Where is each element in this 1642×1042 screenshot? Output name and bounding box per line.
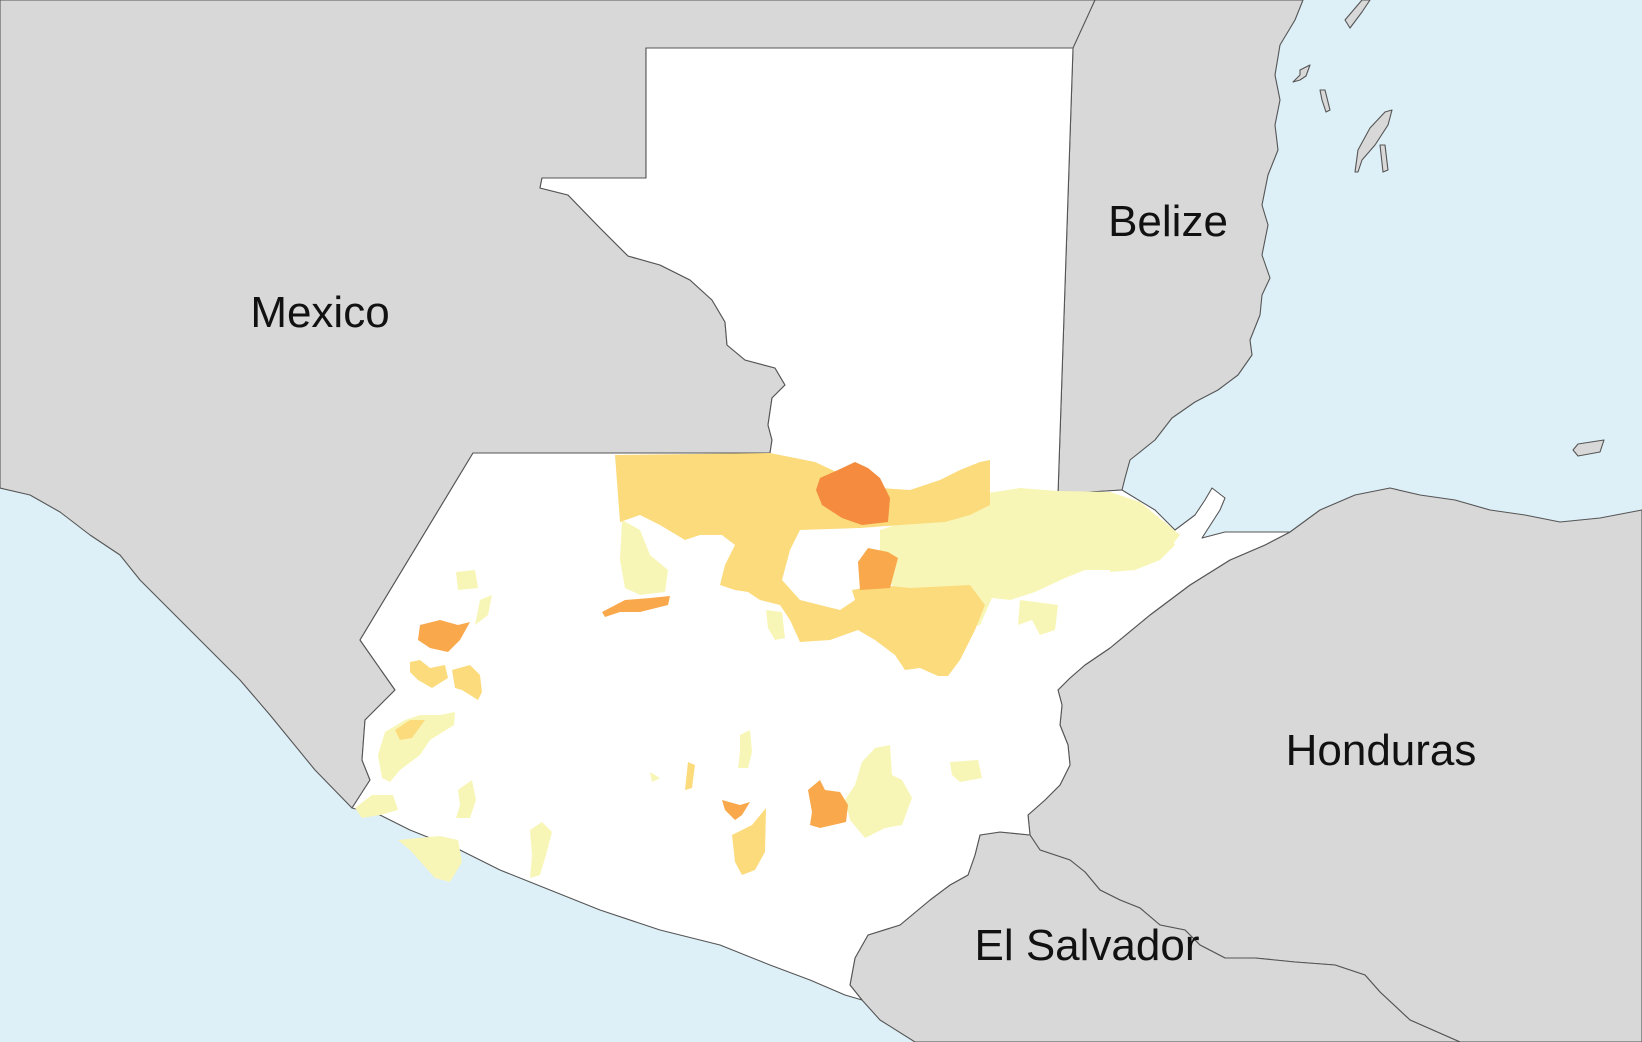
municipality-strong <box>858 548 898 590</box>
municipality-strongest <box>816 462 890 525</box>
municipality-light <box>1018 600 1058 635</box>
municipality-light <box>530 822 552 878</box>
municipality-strong <box>602 596 670 617</box>
municipality-medium <box>410 660 448 688</box>
municipality-medium <box>685 762 695 790</box>
island <box>1292 64 1311 83</box>
country-label-honduras: Honduras <box>1286 726 1477 775</box>
belize-land <box>1057 0 1304 495</box>
municipality-light <box>766 610 785 640</box>
country-label-mexico: Mexico <box>250 288 389 337</box>
municipality-light <box>620 520 668 595</box>
municipality-medium <box>452 665 482 700</box>
municipality-light <box>355 795 398 818</box>
island <box>1344 0 1371 29</box>
municipality-medium <box>732 808 766 875</box>
municipality-light <box>475 595 492 625</box>
municipality-medium <box>615 453 990 676</box>
municipality-strong <box>722 800 750 820</box>
municipality-light <box>398 836 462 882</box>
municipality-light <box>950 760 982 782</box>
municipality-light <box>738 730 752 768</box>
island <box>1319 89 1331 113</box>
island <box>1354 109 1393 173</box>
municipality-light <box>845 745 912 838</box>
municipality-medium <box>395 720 425 740</box>
municipality-shading <box>355 453 1180 882</box>
municipality-light <box>1108 520 1175 572</box>
country-label-belize: Belize <box>1108 197 1228 246</box>
island <box>1572 439 1605 457</box>
municipality-light <box>650 772 660 782</box>
country-label-el-salvador: El Salvador <box>974 921 1199 970</box>
island <box>1379 144 1389 173</box>
municipality-light <box>456 570 478 590</box>
municipality-strong <box>418 620 470 652</box>
municipality-light <box>456 780 476 818</box>
municipality-strong <box>808 780 848 828</box>
